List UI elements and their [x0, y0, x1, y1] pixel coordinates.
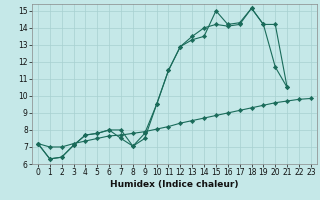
X-axis label: Humidex (Indice chaleur): Humidex (Indice chaleur) — [110, 180, 239, 189]
